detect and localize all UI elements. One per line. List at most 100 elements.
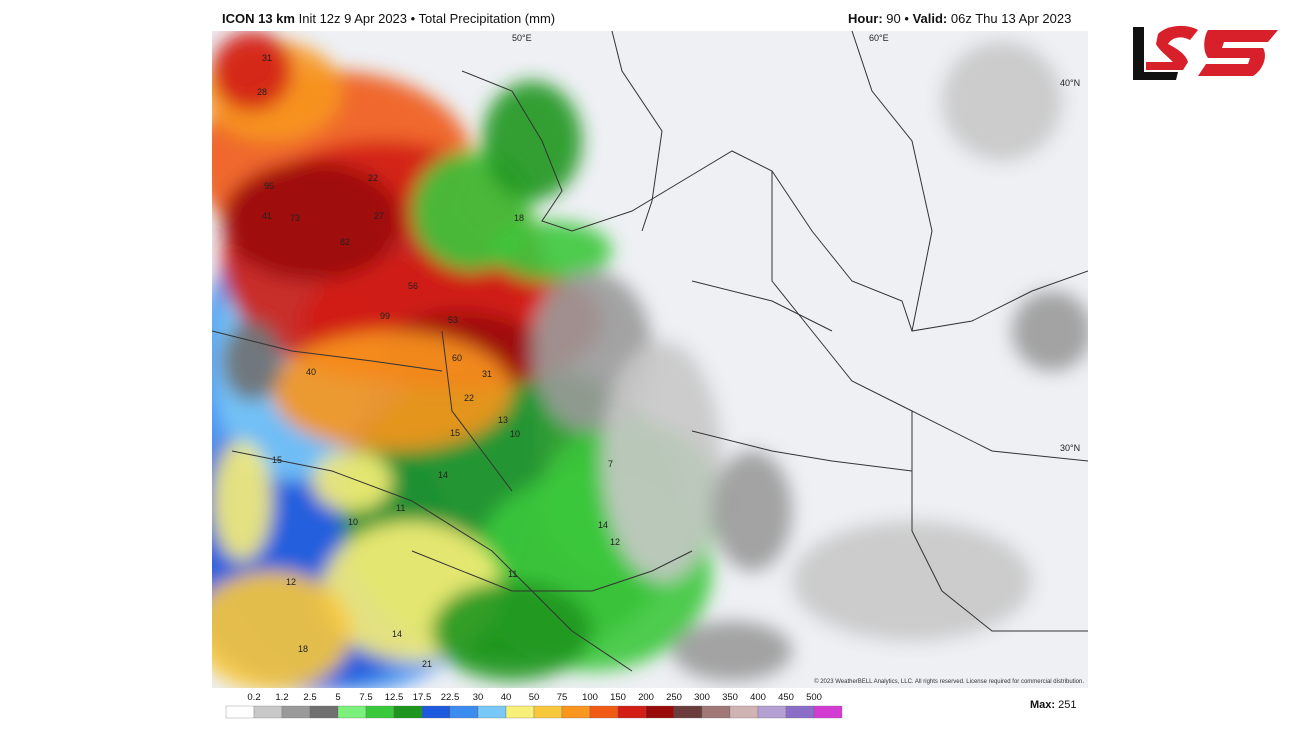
precip-area bbox=[222, 161, 402, 281]
map-value: 95 bbox=[264, 181, 274, 191]
legend-label: 450 bbox=[778, 692, 794, 703]
legend-label: 17.5 bbox=[413, 692, 432, 703]
map-value: 22 bbox=[368, 173, 378, 183]
colorbar: 0.2 1.2 2.5 5 7.5 12.5 17.5 22.5 30 40 50 75 100 150 2… bbox=[225, 692, 843, 719]
grid-label: 40°N bbox=[1060, 78, 1080, 88]
map-value: 99 bbox=[380, 311, 390, 321]
borders bbox=[212, 31, 1088, 672]
map-value: 18 bbox=[298, 644, 308, 654]
legend-label: 2.5 bbox=[303, 692, 316, 703]
color-swatch bbox=[281, 705, 311, 719]
color-swatch bbox=[505, 705, 535, 719]
map-value: 28 bbox=[257, 87, 267, 97]
map-value: 73 bbox=[290, 213, 300, 223]
legend-label: 7.5 bbox=[359, 692, 372, 703]
map-value: 14 bbox=[392, 629, 402, 639]
legend-label: 100 bbox=[582, 692, 598, 703]
precip-area bbox=[272, 331, 512, 451]
legend-label: 400 bbox=[750, 692, 766, 703]
color-swatch bbox=[421, 705, 451, 719]
color-swatch bbox=[617, 705, 647, 719]
legend-label: 12.5 bbox=[385, 692, 404, 703]
map-value: 10 bbox=[510, 429, 520, 439]
color-swatch bbox=[533, 705, 563, 719]
legend-label: 50 bbox=[529, 692, 540, 703]
max: Max: 251 bbox=[1030, 699, 1076, 711]
map-value: 15 bbox=[272, 455, 282, 465]
precip-area bbox=[712, 451, 792, 571]
color-swatch bbox=[365, 705, 395, 719]
hour-label: Hour: bbox=[848, 11, 883, 26]
grid-label: 30°N bbox=[1060, 443, 1080, 453]
precip-area bbox=[212, 441, 272, 561]
color-swatch bbox=[225, 705, 255, 719]
legend-label: 150 bbox=[610, 692, 626, 703]
color-swatch bbox=[253, 705, 283, 719]
precip-area bbox=[312, 451, 392, 511]
map-value: 7 bbox=[608, 459, 613, 469]
color-swatch bbox=[477, 705, 507, 719]
precip-area bbox=[482, 81, 582, 201]
precip-area bbox=[1012, 291, 1088, 371]
precip-area bbox=[212, 571, 352, 688]
logo bbox=[1133, 25, 1278, 80]
precip-area bbox=[212, 31, 292, 111]
map-value: 14 bbox=[598, 520, 608, 530]
color-swatch bbox=[757, 705, 787, 719]
map-value: 41 bbox=[262, 211, 272, 221]
color-swatch bbox=[701, 705, 731, 719]
max-value: 251 bbox=[1058, 699, 1077, 711]
legend-label: 5 bbox=[335, 692, 340, 703]
precip-area bbox=[492, 221, 612, 281]
precip-area bbox=[222, 321, 282, 401]
color-swatch bbox=[813, 705, 843, 719]
map-value: 12 bbox=[286, 577, 296, 587]
map-value: 31 bbox=[482, 369, 492, 379]
legend-label: 40 bbox=[501, 692, 512, 703]
map-value: 53 bbox=[448, 315, 458, 325]
color-swatch bbox=[393, 705, 423, 719]
color-swatch bbox=[589, 705, 619, 719]
map-value: 10 bbox=[348, 517, 358, 527]
map-value: 18 bbox=[514, 213, 524, 223]
map-value: 12 bbox=[610, 537, 620, 547]
legend-label: 75 bbox=[557, 692, 568, 703]
color-swatch bbox=[561, 705, 591, 719]
header-left: ICON 13 km Init 12z 9 Apr 2023 • Total P… bbox=[222, 11, 555, 26]
precip-area bbox=[432, 581, 592, 681]
map-value: 13 bbox=[498, 415, 508, 425]
map-value: 40 bbox=[306, 367, 316, 377]
legend-label: 30 bbox=[473, 692, 484, 703]
map-value: 60 bbox=[452, 353, 462, 363]
header-right: Hour: 90 • Valid: 06z Thu 13 Apr 2023 bbox=[848, 11, 1071, 26]
separator: • bbox=[904, 11, 909, 26]
precip-area bbox=[672, 621, 792, 681]
legend-label: 0.2 bbox=[247, 692, 260, 703]
valid-label: Valid: bbox=[912, 11, 948, 26]
color-swatch bbox=[645, 705, 675, 719]
legend-label: 1.2 bbox=[275, 692, 288, 703]
legend-label: 500 bbox=[806, 692, 822, 703]
color-swatch bbox=[785, 705, 815, 719]
max-label: Max: bbox=[1030, 699, 1056, 711]
color-swatch bbox=[729, 705, 759, 719]
map-value: 27 bbox=[374, 211, 384, 221]
info: Init 12z 9 Apr 2023 • Total Precipitatio… bbox=[298, 11, 556, 26]
hour: 90 bbox=[886, 11, 901, 26]
map-value: 11 bbox=[508, 569, 517, 579]
map-value: 56 bbox=[408, 281, 418, 291]
color-swatch bbox=[309, 705, 339, 719]
legend-label: 200 bbox=[638, 692, 654, 703]
map-value: 22 bbox=[464, 393, 474, 403]
map-value: 11 bbox=[396, 503, 405, 513]
precip-field bbox=[212, 31, 1088, 688]
precip-area bbox=[602, 341, 722, 581]
color-swatch bbox=[673, 705, 703, 719]
legend-label: 22.5 bbox=[441, 692, 460, 703]
grid-label: 60°E bbox=[869, 33, 889, 43]
legend-label: 300 bbox=[694, 692, 710, 703]
precip-area bbox=[792, 521, 1032, 641]
